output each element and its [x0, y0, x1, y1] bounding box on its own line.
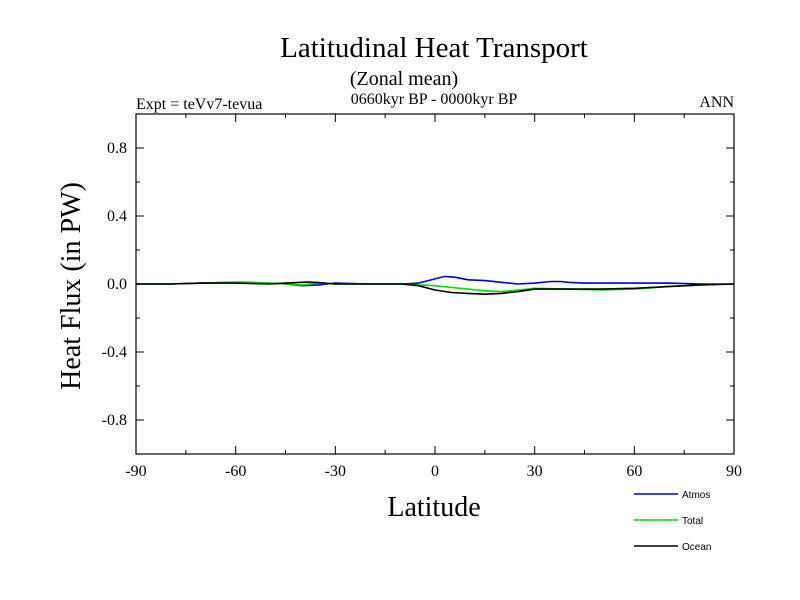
y-tick-label: 0.8 — [107, 140, 127, 157]
y-tick-label: 0.0 — [107, 276, 127, 293]
x-tick-label: -30 — [325, 463, 346, 480]
x-tick-label: 30 — [527, 463, 543, 480]
series-line-ocean — [136, 281, 735, 295]
experiment-label: Expt = teVv7-tevua — [136, 96, 262, 113]
period-label: 0660kyr BP - 0000kyr BP — [351, 91, 518, 108]
y-tick-label: -0.4 — [102, 344, 127, 361]
y-tick-label: -0.8 — [102, 412, 127, 429]
x-tick-label: 90 — [726, 463, 742, 480]
legend-label-total: Total — [682, 516, 703, 527]
chart-subtitle: (Zonal mean) — [350, 68, 458, 90]
x-tick-label: -90 — [125, 463, 146, 480]
x-tick-label: 0 — [431, 463, 439, 480]
legend-label-ocean: Ocean — [682, 542, 711, 553]
x-tick-label: -60 — [225, 463, 246, 480]
y-axis-label: Heat Flux (in PW) — [56, 182, 87, 390]
x-tick-label: 60 — [626, 463, 642, 480]
plot-frame — [135, 113, 735, 455]
series-line-atmos — [136, 275, 734, 287]
season-label: ANN — [699, 94, 734, 111]
x-axis-label: Latitude — [387, 492, 480, 523]
legend-label-atmos: Atmos — [682, 490, 710, 501]
chart-title: Latitudinal Heat Transport — [280, 32, 588, 64]
y-tick-label: 0.4 — [107, 208, 127, 225]
legend: Atmos Total Ocean — [634, 490, 711, 553]
